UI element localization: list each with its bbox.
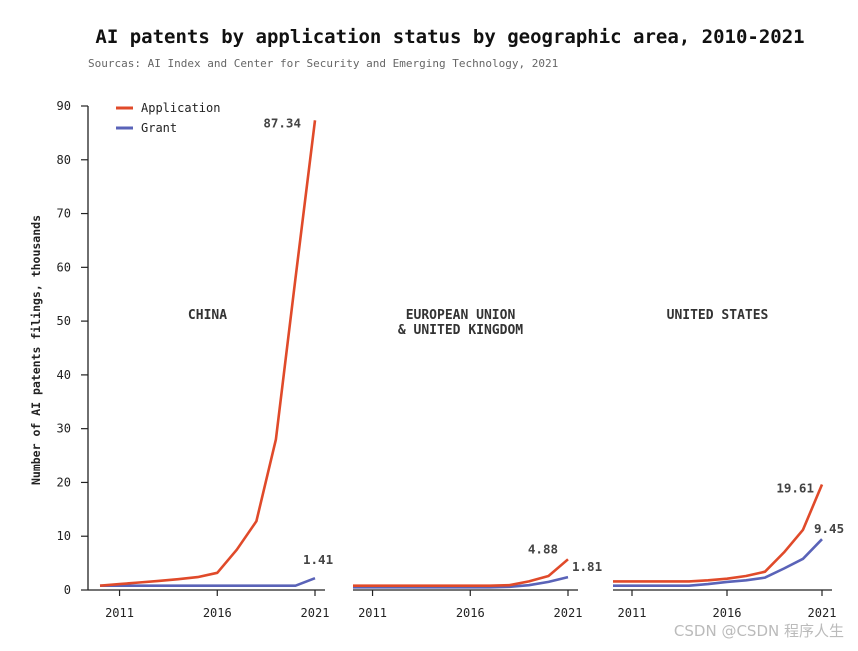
panel-1: 2011 2016 2021 EUROPEAN UNION& UNITED KINGD… — [353, 308, 602, 620]
legend-label: Grant — [141, 121, 177, 135]
panel-title: EUROPEAN UNION — [406, 308, 516, 323]
panel-title: UNITED STATES — [667, 308, 769, 323]
y-tick-label: 90 — [57, 99, 71, 113]
x-tick-label: 2016 — [713, 606, 742, 620]
chart-title: AI patents by application status by geog… — [95, 26, 805, 48]
x-tick-label: 2021 — [808, 606, 837, 620]
series-line-grant — [353, 575, 569, 589]
y-axis-label: Number of AI patents filings, thousands — [29, 215, 43, 485]
data-label: 4.88 — [528, 541, 558, 556]
x-tick-label: 2011 — [358, 606, 387, 620]
y-tick-label: 20 — [57, 475, 71, 489]
y-tick-label: 50 — [57, 314, 71, 328]
data-label: 1.41 — [303, 552, 333, 567]
x-tick-label: 2016 — [456, 606, 485, 620]
y-tick-label: 10 — [57, 529, 71, 543]
legend-label: Application — [141, 101, 220, 115]
data-label: 87.34 — [263, 115, 301, 130]
panel-0: 2011 2016 2021 CHINA 87.34 1.41 — [88, 115, 333, 620]
y-tick-label: 70 — [57, 207, 71, 221]
x-tick-label: 2021 — [301, 606, 330, 620]
chart-legend: Application Grant — [116, 101, 220, 135]
chart-subtitle: Sourcas: AI Index and Center for Securit… — [88, 57, 559, 70]
series-line-application — [353, 558, 569, 588]
data-label: 9.45 — [814, 521, 844, 536]
panel-title: CHINA — [188, 308, 227, 323]
series-line-application — [613, 483, 824, 583]
series-line-grant — [100, 576, 316, 588]
x-tick-label: 2011 — [105, 606, 134, 620]
chart-panels: 2011 2016 2021 CHINA 87.34 1.41 2011 2016 2021 EU… — [88, 115, 844, 620]
y-tick-label: 40 — [57, 368, 71, 382]
y-tick-label: 80 — [57, 153, 71, 167]
data-label: 19.61 — [776, 481, 814, 496]
watermark: CSDN @CSDN 程序人生 — [673, 622, 844, 640]
y-tick-label: 60 — [57, 260, 71, 274]
x-tick-label: 2016 — [203, 606, 232, 620]
x-tick-label: 2011 — [618, 606, 647, 620]
y-tick-label: 0 — [64, 583, 71, 597]
series-line-grant — [613, 538, 823, 588]
data-label: 1.81 — [572, 559, 602, 574]
series-line-application — [99, 120, 317, 587]
x-tick-label: 2021 — [554, 606, 583, 620]
panel-2: 2011 2016 2021 UNITED STATES 19.61 9.45 — [613, 308, 844, 620]
panel-title: & UNITED KINGDOM — [398, 323, 523, 338]
y-tick-label: 30 — [57, 422, 71, 436]
y-axis: 0 10 20 30 40 50 60 70 80 90 Number of AI patents … — [29, 99, 89, 597]
